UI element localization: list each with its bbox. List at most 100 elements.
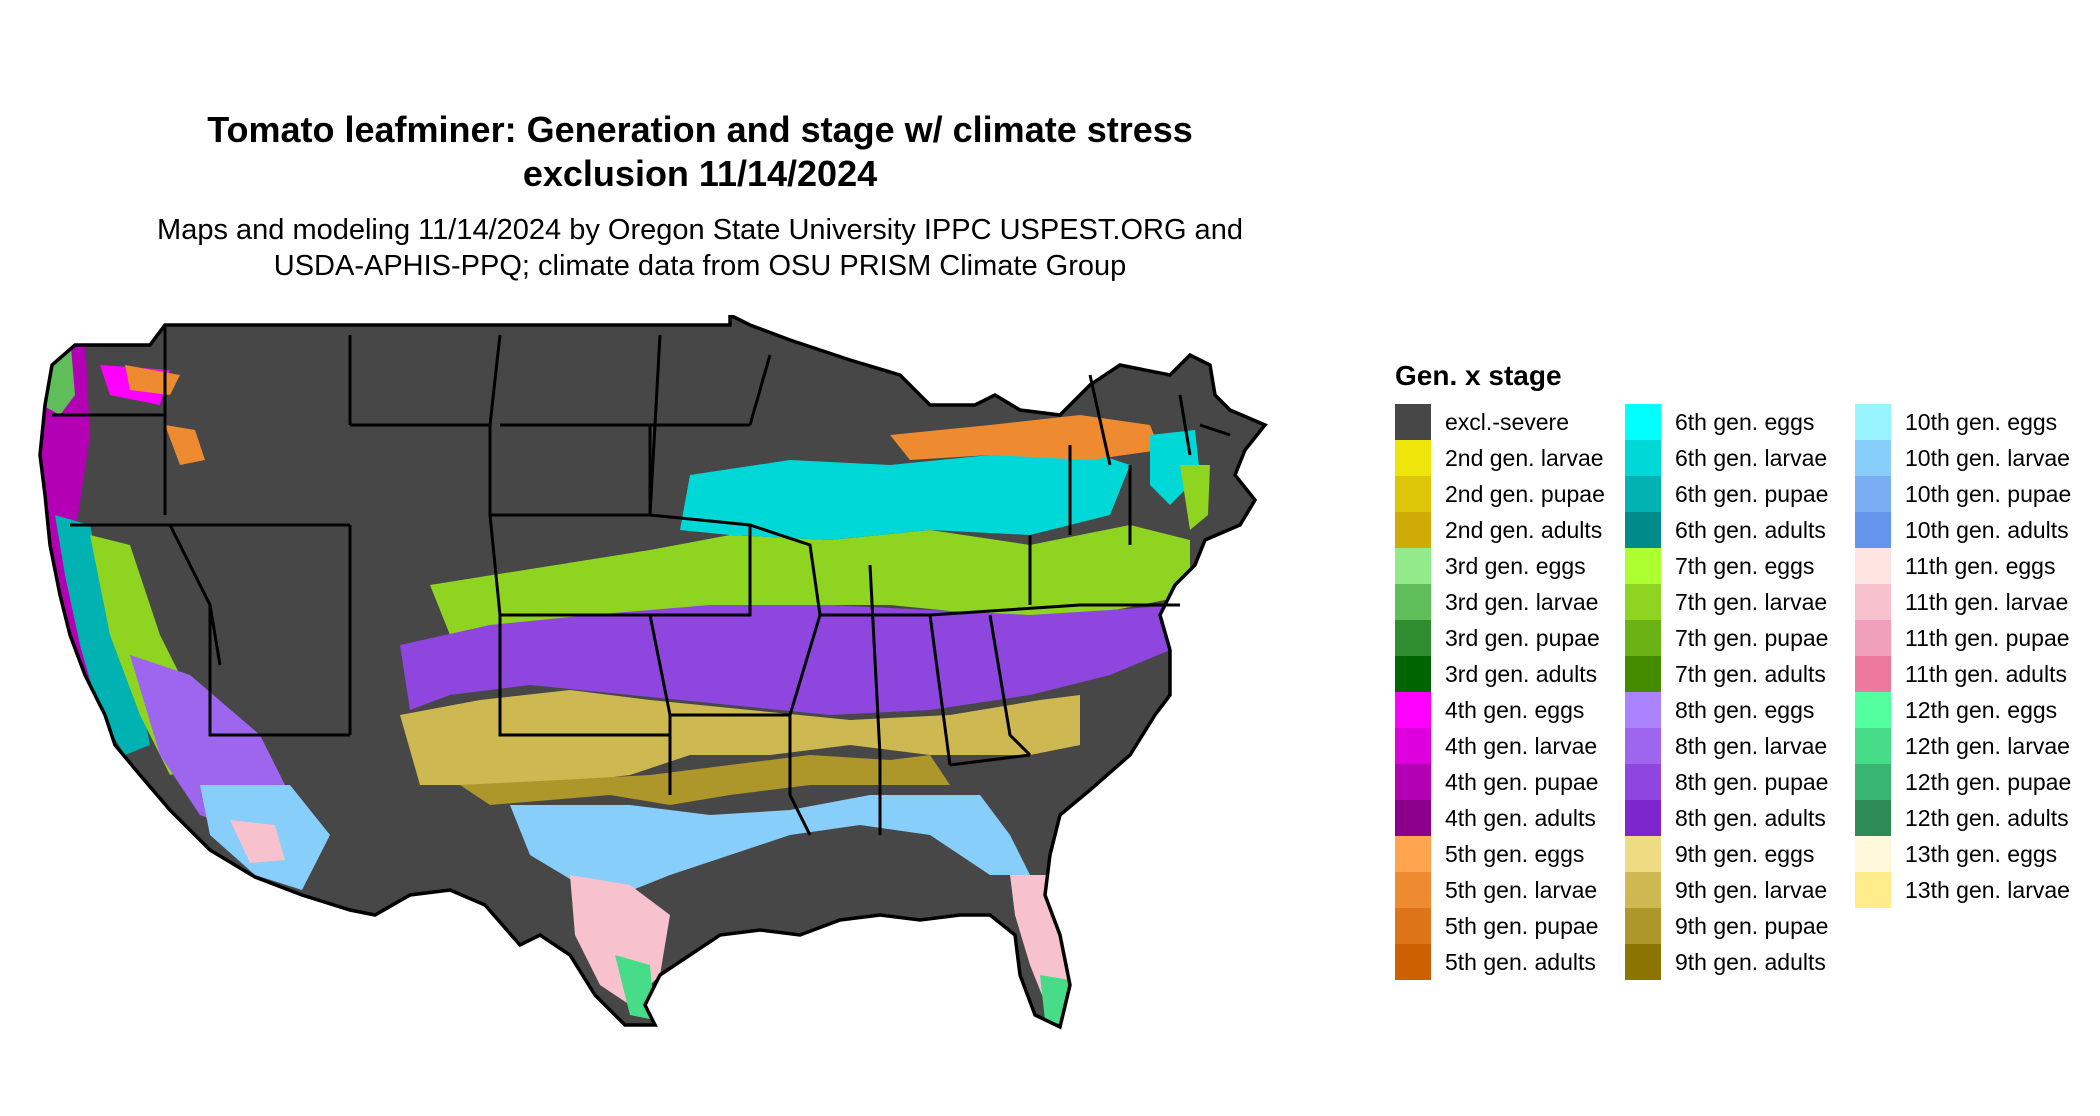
legend-label: 13th gen. larvae	[1905, 876, 2070, 903]
legend-item: 8th gen. eggs	[1625, 692, 1837, 728]
legend-swatch	[1625, 692, 1661, 728]
legend-label: 6th gen. adults	[1675, 516, 1826, 543]
us-map-svg	[38, 315, 1267, 1029]
legend-label: 2nd gen. adults	[1445, 516, 1603, 543]
legend-swatch	[1625, 440, 1661, 476]
legend-label: 6th gen. pupae	[1675, 480, 1829, 507]
legend-swatch	[1625, 872, 1661, 908]
legend-item: 11th gen. larvae	[1855, 584, 2095, 620]
legend-swatch	[1395, 908, 1431, 944]
legend-label: 9th gen. adults	[1675, 948, 1826, 975]
legend-item: 8th gen. larvae	[1625, 728, 1837, 764]
legend-item: 2nd gen. adults	[1395, 512, 1607, 548]
legend: Gen. x stage excl.-severe 2nd gen. larvae…	[1395, 360, 2095, 980]
legend-swatch	[1855, 476, 1891, 512]
legend-swatch	[1395, 440, 1431, 476]
legend-item: 12th gen. adults	[1855, 800, 2095, 836]
legend-item: 6th gen. eggs	[1625, 404, 1837, 440]
legend-item: 7th gen. pupae	[1625, 620, 1837, 656]
legend-label: 6th gen. larvae	[1675, 444, 1828, 471]
legend-item: 9th gen. pupae	[1625, 908, 1837, 944]
legend-item: excl.-severe	[1395, 404, 1607, 440]
legend-column-2: 6th gen. eggs 6th gen. larvae 6th gen. pup…	[1625, 404, 1837, 980]
legend-label: 7th gen. eggs	[1675, 552, 1815, 579]
legend-label: 8th gen. larvae	[1675, 732, 1828, 759]
legend-item: 7th gen. eggs	[1625, 548, 1837, 584]
legend-swatch	[1625, 476, 1661, 512]
legend-label: 12th gen. adults	[1905, 804, 2069, 831]
legend-swatch	[1395, 404, 1431, 440]
legend-swatch	[1395, 512, 1431, 548]
legend-swatch	[1855, 692, 1891, 728]
great-lakes-5th-gen-band	[890, 415, 1160, 460]
legend-label: 3rd gen. larvae	[1445, 588, 1599, 615]
deep-south-8th-gen-band	[400, 605, 1180, 715]
legend-swatch	[1855, 764, 1891, 800]
delmarva-7th-gen	[1180, 465, 1210, 530]
idaho-5th-gen	[165, 425, 205, 465]
legend-label: 10th gen. pupae	[1905, 480, 2072, 507]
legend-item: 3rd gen. pupae	[1395, 620, 1607, 656]
gulf-coast-10th-gen-band	[510, 795, 1030, 895]
legend-label: 6th gen. eggs	[1675, 408, 1815, 435]
legend-label: 10th gen. eggs	[1905, 408, 2058, 435]
legend-swatch	[1625, 908, 1661, 944]
legend-label: 11th gen. eggs	[1905, 552, 2056, 579]
legend-item: 11th gen. adults	[1855, 656, 2095, 692]
legend-item: 4th gen. eggs	[1395, 692, 1607, 728]
legend-label: 5th gen. adults	[1445, 948, 1596, 975]
legend-swatch	[1395, 764, 1431, 800]
legend-swatch	[1625, 404, 1661, 440]
legend-swatch	[1625, 728, 1661, 764]
map-title: Tomato leafminer: Generation and stage w…	[40, 108, 1360, 196]
legend-swatch	[1625, 656, 1661, 692]
legend-label: 5th gen. pupae	[1445, 912, 1599, 939]
legend-item: 5th gen. pupae	[1395, 908, 1607, 944]
legend-item: 10th gen. eggs	[1855, 404, 2095, 440]
legend-label: 10th gen. adults	[1905, 516, 2069, 543]
legend-item: 2nd gen. larvae	[1395, 440, 1607, 476]
legend-item: 5th gen. eggs	[1395, 836, 1607, 872]
legend-label: 5th gen. larvae	[1445, 876, 1598, 903]
legend-label: 12th gen. pupae	[1905, 768, 2072, 795]
map-title-line-2: exclusion 11/14/2024	[522, 153, 878, 194]
legend-item: 9th gen. larvae	[1625, 872, 1837, 908]
legend-item: 6th gen. larvae	[1625, 440, 1837, 476]
legend-item: 5th gen. adults	[1395, 944, 1607, 980]
legend-swatch	[1395, 548, 1431, 584]
legend-swatch	[1625, 512, 1661, 548]
legend-swatch	[1395, 692, 1431, 728]
legend-title: Gen. x stage	[1395, 360, 1562, 391]
legend-item: 8th gen. pupae	[1625, 764, 1837, 800]
legend-label: 2nd gen. pupae	[1445, 480, 1605, 507]
legend-swatch	[1625, 548, 1661, 584]
legend-label: 3rd gen. adults	[1445, 660, 1598, 687]
legend-item: 8th gen. adults	[1625, 800, 1837, 836]
legend-item: 3rd gen. adults	[1395, 656, 1607, 692]
legend-item: 13th gen. larvae	[1855, 872, 2095, 908]
legend-label: 3rd gen. pupae	[1445, 624, 1600, 651]
map-title-line-1: Tomato leafminer: Generation and stage w…	[207, 109, 1193, 150]
legend-item: 4th gen. adults	[1395, 800, 1607, 836]
legend-label: 3rd gen. eggs	[1445, 552, 1586, 579]
legend-label: 9th gen. larvae	[1675, 876, 1828, 903]
legend-label: 4th gen. eggs	[1445, 696, 1585, 723]
midsouth-7th-gen-band	[430, 525, 1190, 635]
legend-swatch	[1395, 656, 1431, 692]
legend-label: 7th gen. adults	[1675, 660, 1826, 687]
legend-label: 8th gen. pupae	[1675, 768, 1829, 795]
map-subtitle-line-2: USDA-APHIS-PPQ; climate data from OSU PR…	[273, 250, 1127, 282]
map-subtitle-line-1: Maps and modeling 11/14/2024 by Oregon S…	[157, 214, 1243, 246]
legend-label: 10th gen. larvae	[1905, 444, 2070, 471]
legend-item: 12th gen. larvae	[1855, 728, 2095, 764]
generation-zones	[40, 335, 1210, 1027]
legend-swatch	[1855, 872, 1891, 908]
legend-item: 12th gen. eggs	[1855, 692, 2095, 728]
legend-column-1: excl.-severe 2nd gen. larvae 2nd gen. pupa…	[1395, 404, 1607, 980]
legend-item: 11th gen. pupae	[1855, 620, 2095, 656]
legend-label: 12th gen. eggs	[1905, 696, 2058, 723]
legend-item: 5th gen. larvae	[1395, 872, 1607, 908]
legend-label: 9th gen. eggs	[1675, 840, 1815, 867]
legend-item: 7th gen. adults	[1625, 656, 1837, 692]
legend-swatch	[1855, 440, 1891, 476]
